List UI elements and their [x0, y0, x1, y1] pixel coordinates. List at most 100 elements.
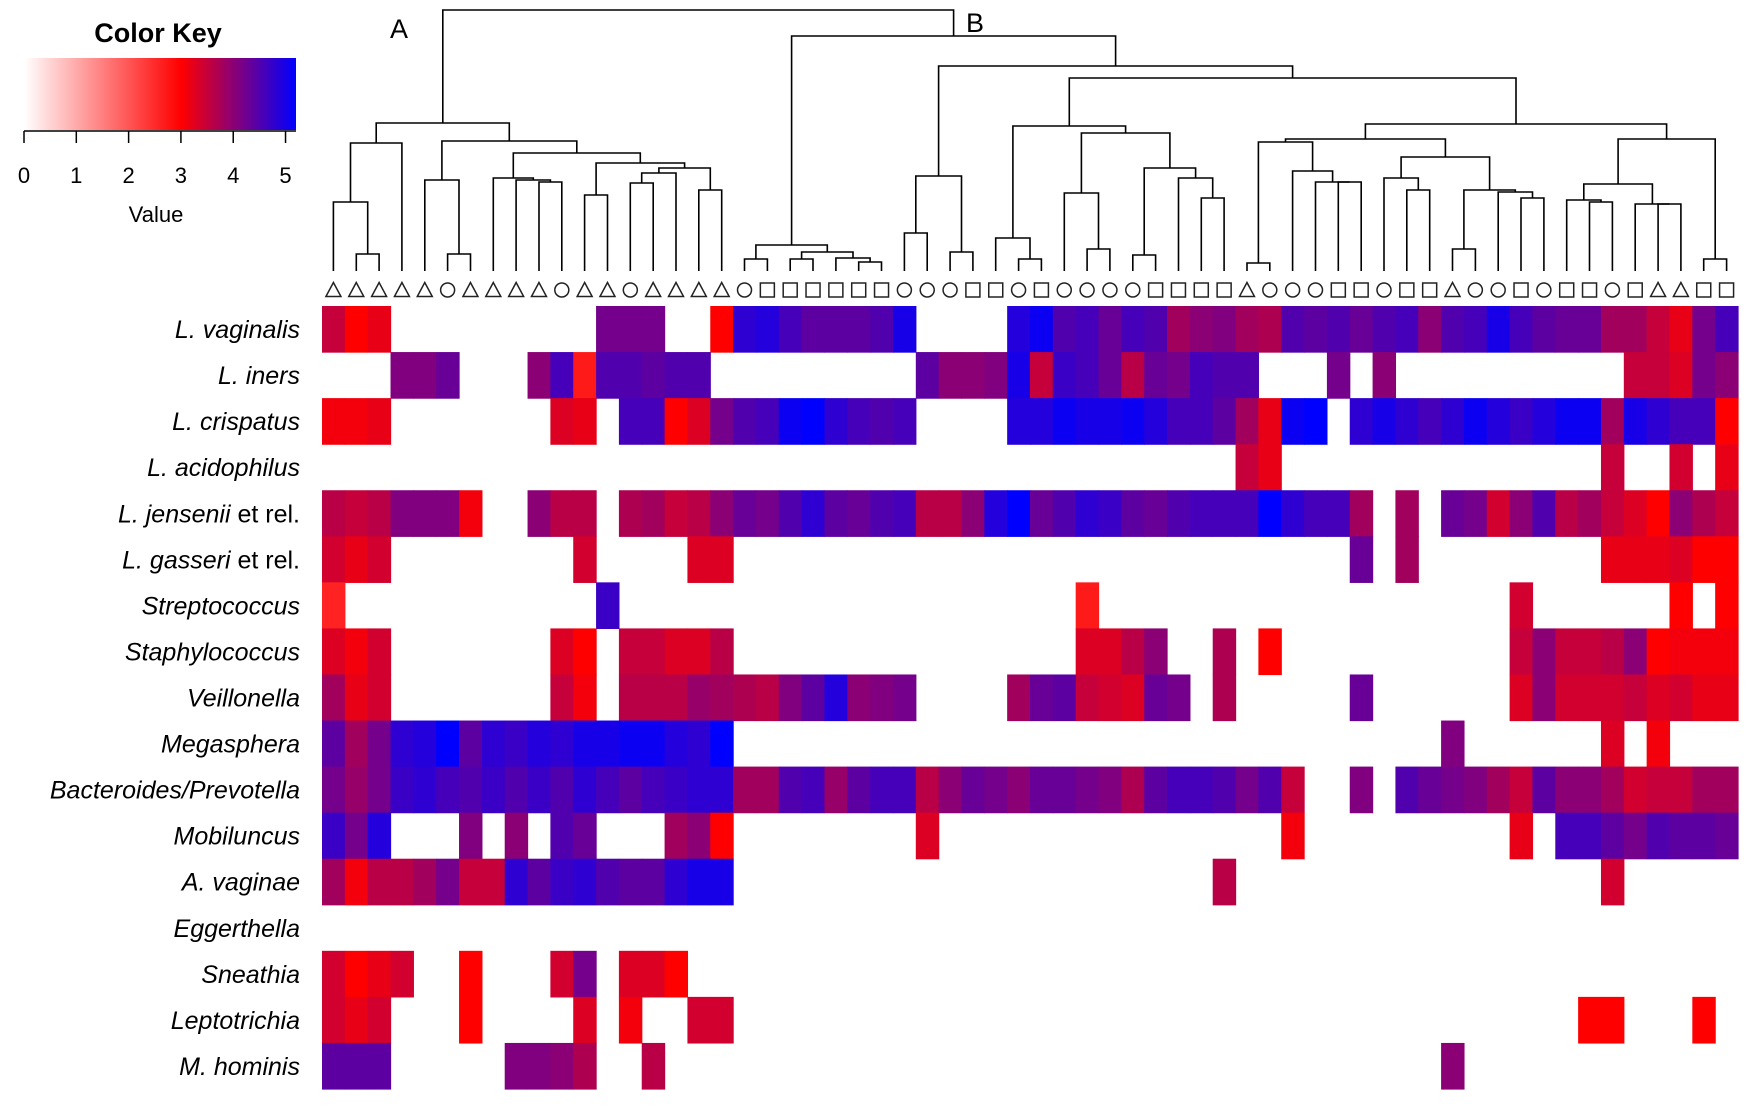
column-symbol-square: [1695, 282, 1712, 298]
heatmap-cell: [1007, 306, 1031, 353]
heatmap-cell: [1121, 306, 1145, 353]
heatmap-cell: [1646, 398, 1671, 445]
heatmap-cell: [733, 398, 757, 445]
heatmap-cell: [1212, 398, 1237, 445]
heatmap-cell: [1441, 720, 1465, 768]
heatmap-cell: [1052, 306, 1077, 353]
heatmap-cell: [641, 352, 666, 399]
row-label-plain: et rel.: [231, 546, 300, 574]
dendrogram-branch: [515, 179, 552, 271]
heatmap-cell: [573, 536, 597, 583]
row-label: Bacteroides/Prevotella: [50, 777, 300, 805]
heatmap-cell: [573, 720, 597, 768]
heatmap-cell: [710, 628, 734, 676]
heatmap-cell: [1281, 490, 1305, 537]
row-label-italic: Streptococcus: [142, 592, 300, 620]
dendrogram-branch: [1257, 141, 1314, 263]
heatmap-cell: [1486, 766, 1511, 814]
heatmap-cell: [847, 766, 871, 814]
heatmap-cell: [413, 720, 437, 768]
dendrogram-branch: [937, 65, 1294, 176]
heatmap-cell: [367, 490, 392, 537]
row-label-italic: Veillonella: [187, 685, 300, 713]
column-symbol-circle: [1010, 282, 1027, 298]
heatmap-cell: [550, 352, 574, 399]
heatmap-cell: [1326, 490, 1351, 537]
heatmap-cell: [1600, 858, 1625, 906]
heatmap-cell: [778, 398, 803, 445]
heatmap-cell: [664, 628, 689, 676]
column-symbol-square: [1330, 282, 1347, 298]
heatmap-cell: [367, 950, 392, 998]
heatmap-cell: [1395, 766, 1419, 814]
heatmap-cell: [1052, 490, 1077, 537]
column-symbol-circle: [1376, 282, 1392, 298]
column-symbol-triangle: [690, 280, 708, 298]
heatmap-cell: [664, 766, 689, 814]
heatmap-cell: [710, 812, 734, 860]
row-label: Leptotrichia: [171, 1007, 300, 1035]
heatmap-cell: [1372, 306, 1397, 353]
heatmap-cell: [344, 536, 369, 583]
heatmap-cell: [733, 766, 757, 814]
heatmap-cell: [984, 766, 1008, 814]
heatmap-cell: [390, 352, 414, 399]
column-symbol-square: [1627, 282, 1643, 298]
heatmap-cell: [847, 398, 871, 445]
column-symbol-triangle: [712, 280, 731, 298]
dendrogram-branch: [1588, 201, 1614, 271]
heatmap-cell: [755, 674, 780, 722]
row-label-italic: Staphylococcus: [125, 638, 300, 666]
color-key-tick-label: 3: [175, 163, 187, 188]
heatmap-cell: [322, 766, 346, 814]
heatmap-cell: [436, 858, 460, 906]
heatmap-cell: [344, 398, 369, 445]
heatmap-cell: [367, 536, 392, 583]
heatmap-cell: [1007, 398, 1031, 445]
row-label-italic: Bacteroides/Prevotella: [50, 777, 300, 805]
heatmap-cell: [1463, 766, 1488, 814]
heatmap-cell: [1646, 490, 1671, 537]
heatmap-cell: [1669, 674, 1693, 722]
column-symbol-circle: [1536, 282, 1552, 298]
heatmap-cell: [778, 766, 803, 814]
heatmap-cell: [573, 812, 597, 860]
heatmap-cell: [1600, 536, 1625, 583]
heatmap-cell: [938, 352, 963, 399]
heatmap-cell: [1235, 398, 1259, 445]
dendrogram-branch: [835, 257, 871, 271]
color-key-tick-label: 4: [227, 163, 239, 188]
heatmap-cell: [1646, 766, 1671, 814]
heatmap-cell: [1167, 398, 1191, 445]
heatmap-cell: [1075, 628, 1100, 676]
heatmap-cell: [1098, 628, 1122, 676]
heatmap-cell: [1646, 674, 1671, 722]
row-label: Sneathia: [201, 961, 300, 989]
heatmap-cell: [390, 490, 414, 537]
heatmap-cell: [527, 1042, 551, 1090]
heatmap-cell: [550, 1042, 574, 1090]
heatmap-cell: [1418, 306, 1442, 353]
heatmap-cell: [322, 582, 346, 630]
heatmap-cell: [573, 490, 597, 537]
heatmap-cell: [1715, 306, 1739, 353]
heatmap-cell: [1326, 306, 1351, 353]
heatmap-cell: [1395, 536, 1419, 583]
color-key-gradient: [24, 58, 296, 130]
heatmap-cell: [1030, 766, 1054, 814]
heatmap-cell: [1715, 536, 1739, 583]
heatmap-cell: [1189, 766, 1214, 814]
row-label-italic: Eggerthella: [174, 915, 301, 943]
heatmap-cell: [1623, 306, 1648, 353]
heatmap-cell: [687, 490, 711, 537]
heatmap-cell: [618, 628, 643, 676]
dendrogram-branch: [441, 140, 578, 180]
heatmap-cell: [1144, 398, 1168, 445]
heatmap-cell: [892, 490, 917, 537]
dendrogram-branch: [1143, 167, 1197, 255]
heatmap-cell: [527, 858, 551, 906]
dendrogram-branch: [1132, 254, 1157, 271]
row-label-italic: L. iners: [218, 362, 300, 390]
heatmap-cell: [1212, 306, 1237, 353]
heatmap-cell: [664, 812, 689, 860]
